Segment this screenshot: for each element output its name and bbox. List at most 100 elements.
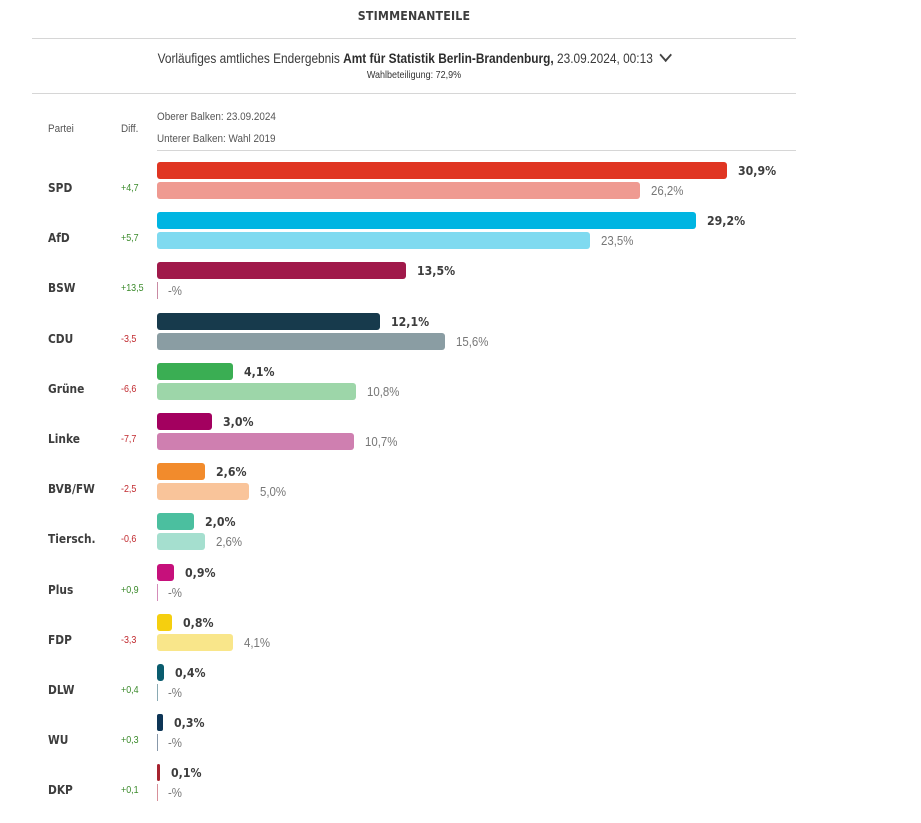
value-label-2019: -% bbox=[168, 785, 182, 801]
chevron-down-icon[interactable] bbox=[659, 47, 673, 63]
source-timestamp: 23.09.2024, 00:13 bbox=[553, 51, 653, 66]
bar-2024[interactable] bbox=[157, 162, 727, 179]
bar-2019-empty bbox=[157, 734, 158, 752]
value-label-2024: 0,4% bbox=[175, 665, 206, 680]
party-name: BSW bbox=[48, 280, 76, 296]
value-label-2019: 26,2% bbox=[651, 183, 684, 198]
value-label-2019: -% bbox=[168, 685, 182, 700]
bar-2019-empty bbox=[157, 784, 158, 802]
bar-2024[interactable] bbox=[157, 413, 213, 430]
bar-2024[interactable] bbox=[157, 362, 233, 380]
value-label-2019: -% bbox=[168, 584, 182, 600]
legend-top-bar: Oberer Balken: 23.09.2024 bbox=[157, 111, 276, 123]
value-label-2024: 12,1% bbox=[391, 313, 430, 329]
party-name: Linke bbox=[48, 431, 80, 446]
value-label-2019: 10,8% bbox=[367, 383, 400, 399]
party-diff: +13,5 bbox=[121, 282, 144, 295]
party-name: FDP bbox=[48, 631, 72, 647]
party-diff: +4,7 bbox=[121, 182, 139, 194]
party-diff: -3,3 bbox=[121, 633, 137, 646]
party-name: SPD bbox=[48, 180, 73, 195]
party-diff: +0,3 bbox=[121, 734, 139, 747]
bar-2019-empty bbox=[157, 282, 158, 300]
party-name: AfD bbox=[48, 230, 70, 246]
party-name: CDU bbox=[48, 330, 74, 346]
bar-2024[interactable] bbox=[157, 262, 407, 280]
bar-2019-empty bbox=[157, 684, 158, 701]
turnout: Wahlbeteiligung: 72,9% bbox=[366, 70, 462, 81]
value-label-2024: 0,1% bbox=[171, 765, 202, 781]
party-row: Linke -7,7 3,0% 10,7% bbox=[0, 413, 900, 472]
value-label-2019: -% bbox=[168, 735, 182, 751]
value-label-2019: 2,6% bbox=[215, 534, 243, 550]
bar-2024[interactable] bbox=[157, 563, 174, 581]
bar-2024[interactable] bbox=[157, 613, 172, 631]
party-name: Tiersch. bbox=[48, 531, 96, 547]
bar-2024[interactable] bbox=[157, 714, 163, 732]
party-row: BSW +13,5 13,5% -% bbox=[0, 262, 900, 321]
party-diff: +5,7 bbox=[121, 232, 139, 245]
column-header-party: Partei bbox=[48, 123, 74, 135]
bar-2019[interactable] bbox=[157, 232, 591, 250]
party-diff: -2,5 bbox=[121, 483, 137, 496]
bar-2019[interactable] bbox=[157, 382, 357, 400]
bar-2019[interactable] bbox=[157, 433, 355, 450]
value-label-2024: 13,5% bbox=[417, 263, 456, 279]
value-label-2024: 2,0% bbox=[204, 514, 236, 530]
value-label-2024: 30,9% bbox=[738, 163, 777, 178]
value-label-2019: 23,5% bbox=[601, 233, 634, 249]
bar-2019[interactable] bbox=[157, 533, 205, 551]
bar-2019[interactable] bbox=[157, 483, 250, 501]
party-name: DKP bbox=[48, 782, 73, 798]
party-row: Tiersch. -0,6 2,0% 2,6% bbox=[0, 513, 900, 572]
party-name: Grüne bbox=[48, 380, 85, 396]
party-diff: -7,7 bbox=[121, 433, 137, 445]
value-label-2024: 29,2% bbox=[706, 213, 745, 229]
party-diff: +0,9 bbox=[121, 583, 139, 596]
party-diff: -6,6 bbox=[121, 382, 137, 395]
party-row: CDU -3,5 12,1% 15,6% bbox=[0, 312, 900, 372]
bar-2024[interactable] bbox=[157, 312, 381, 330]
party-diff: -0,6 bbox=[121, 533, 137, 546]
party-name: Plus bbox=[48, 581, 74, 597]
value-label-2024: 0,9% bbox=[184, 564, 216, 580]
bar-2019-empty bbox=[157, 583, 158, 601]
column-header-diff: Diff. bbox=[121, 123, 139, 135]
party-name: WU bbox=[48, 732, 69, 748]
bar-2024[interactable] bbox=[157, 664, 165, 681]
chart-title: STIMMENANTEILE bbox=[357, 9, 471, 23]
party-name: BVB/FW bbox=[48, 481, 95, 497]
party-row: Grüne -6,6 4,1% 10,8% bbox=[0, 362, 900, 422]
bar-2024[interactable] bbox=[157, 764, 160, 782]
party-row: FDP -3,3 0,8% 4,1% bbox=[0, 613, 900, 673]
party-diff: +0,4 bbox=[121, 684, 139, 696]
value-label-2019: 10,7% bbox=[365, 434, 398, 449]
party-diff: +0,1 bbox=[121, 784, 139, 797]
party-row: WU +0,3 0,3% -% bbox=[0, 714, 900, 773]
party-row: AfD +5,7 29,2% 23,5% bbox=[0, 212, 900, 271]
party-row: DLW +0,4 0,4% -% bbox=[0, 664, 900, 723]
bar-2019[interactable] bbox=[157, 332, 445, 350]
divider bbox=[157, 150, 796, 151]
bar-2019[interactable] bbox=[157, 182, 641, 199]
value-label-2024: 0,3% bbox=[173, 715, 205, 731]
bar-2019[interactable] bbox=[157, 633, 233, 651]
party-row: DKP +0,1 0,1% -% bbox=[0, 764, 900, 823]
bar-2024[interactable] bbox=[157, 513, 194, 531]
bar-2024[interactable] bbox=[157, 463, 205, 481]
source-prefix: Vorläufiges amtliches Endergebnis bbox=[157, 51, 344, 66]
source-line[interactable]: Vorläufiges amtliches Endergebnis Amt fü… bbox=[50, 47, 779, 66]
value-label-2019: 5,0% bbox=[260, 484, 287, 500]
value-label-2019: -% bbox=[168, 283, 182, 299]
value-label-2024: 3,0% bbox=[223, 414, 254, 429]
value-label-2019: 15,6% bbox=[455, 333, 489, 349]
divider bbox=[32, 38, 796, 39]
bar-2024[interactable] bbox=[157, 212, 696, 230]
value-label-2024: 2,6% bbox=[215, 464, 247, 480]
source-name: Amt für Statistik Berlin-Brandenburg, bbox=[343, 51, 554, 66]
party-diff: -3,5 bbox=[121, 332, 137, 345]
value-label-2024: 4,1% bbox=[243, 363, 275, 379]
value-label-2019: 4,1% bbox=[243, 634, 270, 650]
legend-bottom-bar: Unterer Balken: Wahl 2019 bbox=[157, 133, 276, 145]
value-label-2024: 0,8% bbox=[182, 614, 214, 630]
